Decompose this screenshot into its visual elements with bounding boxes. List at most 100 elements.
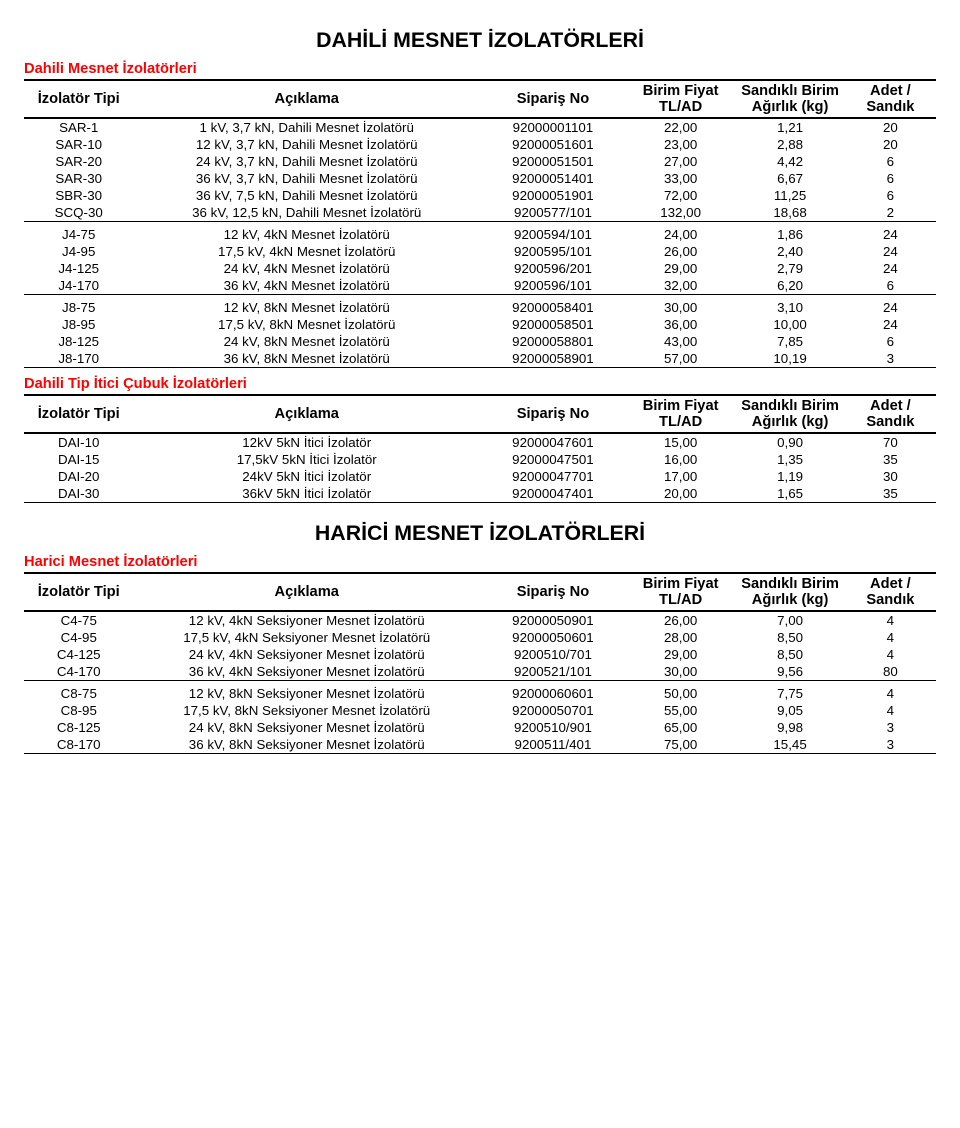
cell-qty: 6 — [845, 187, 936, 204]
cell-order: 92000058801 — [480, 333, 626, 350]
cell-desc: 36 kV, 8kN Seksiyoner Mesnet İzolatörü — [133, 736, 480, 754]
cell-price: 29,00 — [626, 260, 735, 277]
cell-desc: 36 kV, 12,5 kN, Dahili Mesnet İzolatörü — [133, 204, 480, 222]
cell-weight: 2,40 — [735, 243, 844, 260]
cell-qty: 6 — [845, 153, 936, 170]
cell-desc: 36 kV, 3,7 kN, Dahili Mesnet İzolatörü — [133, 170, 480, 187]
cell-weight: 1,21 — [735, 118, 844, 136]
cell-desc: 12 kV, 4kN Mesnet İzolatörü — [133, 226, 480, 243]
cell-order: 92000001101 — [480, 118, 626, 136]
cell-price: 65,00 — [626, 719, 735, 736]
header-qty: Adet / Sandık — [845, 80, 936, 118]
section-heading: Harici Mesnet İzolatörleri — [24, 554, 936, 570]
data-table: İzolatör TipiAçıklamaSipariş NoBirim Fiy… — [24, 79, 936, 222]
cell-type: SCQ-30 — [24, 204, 133, 222]
cell-order: 9200511/401 — [480, 736, 626, 754]
cell-order: 92000047401 — [480, 485, 626, 503]
header-desc: Açıklama — [133, 573, 480, 611]
cell-desc: 24 kV, 8kN Seksiyoner Mesnet İzolatörü — [133, 719, 480, 736]
table-body: C4-7512 kV, 4kN Seksiyoner Mesnet İzolat… — [24, 611, 936, 681]
header-price: Birim Fiyat TL/AD — [626, 80, 735, 118]
cell-qty: 24 — [845, 316, 936, 333]
cell-type: J8-125 — [24, 333, 133, 350]
cell-price: 32,00 — [626, 277, 735, 295]
table-row: SCQ-3036 kV, 12,5 kN, Dahili Mesnet İzol… — [24, 204, 936, 222]
cell-type: DAI-15 — [24, 451, 133, 468]
header-type: İzolatör Tipi — [24, 395, 133, 433]
cell-order: 92000051501 — [480, 153, 626, 170]
cell-desc: 17,5 kV, 4kN Mesnet İzolatörü — [133, 243, 480, 260]
cell-price: 26,00 — [626, 243, 735, 260]
table-body: J8-7512 kV, 8kN Mesnet İzolatörü92000058… — [24, 299, 936, 368]
header-type: İzolatör Tipi — [24, 80, 133, 118]
cell-weight: 15,45 — [735, 736, 844, 754]
table-row: C8-17036 kV, 8kN Seksiyoner Mesnet İzola… — [24, 736, 936, 754]
header-weight: Sandıklı Birim Ağırlık (kg) — [735, 395, 844, 433]
header-order: Sipariş No — [480, 395, 626, 433]
cell-order: 9200595/101 — [480, 243, 626, 260]
cell-type: DAI-20 — [24, 468, 133, 485]
table-row: DAI-1517,5kV 5kN İtici İzolatör920000475… — [24, 451, 936, 468]
cell-qty: 3 — [845, 736, 936, 754]
table-row: SAR-11 kV, 3,7 kN, Dahili Mesnet İzolatö… — [24, 118, 936, 136]
cell-order: 92000051901 — [480, 187, 626, 204]
cell-price: 28,00 — [626, 629, 735, 646]
cell-order: 92000058901 — [480, 350, 626, 368]
table-row: C4-17036 kV, 4kN Seksiyoner Mesnet İzola… — [24, 663, 936, 681]
cell-qty: 3 — [845, 719, 936, 736]
cell-weight: 9,98 — [735, 719, 844, 736]
cell-type: C8-125 — [24, 719, 133, 736]
cell-desc: 36kV 5kN İtici İzolatör — [133, 485, 480, 503]
cell-type: SAR-20 — [24, 153, 133, 170]
cell-weight: 6,67 — [735, 170, 844, 187]
cell-order: 92000047501 — [480, 451, 626, 468]
cell-qty: 4 — [845, 685, 936, 702]
table-body: C8-7512 kV, 8kN Seksiyoner Mesnet İzolat… — [24, 685, 936, 754]
cell-type: J8-75 — [24, 299, 133, 316]
cell-price: 55,00 — [626, 702, 735, 719]
cell-qty: 4 — [845, 611, 936, 629]
cell-price: 16,00 — [626, 451, 735, 468]
cell-qty: 70 — [845, 433, 936, 451]
cell-weight: 7,85 — [735, 333, 844, 350]
main-title-dahili: DAHİLİ MESNET İZOLATÖRLERİ — [24, 28, 936, 53]
cell-price: 20,00 — [626, 485, 735, 503]
table-row: J4-12524 kV, 4kN Mesnet İzolatörü9200596… — [24, 260, 936, 277]
cell-qty: 4 — [845, 629, 936, 646]
data-table: İzolatör TipiAçıklamaSipariş NoBirim Fiy… — [24, 572, 936, 681]
cell-weight: 2,88 — [735, 136, 844, 153]
table-row: J8-9517,5 kV, 8kN Mesnet İzolatörü920000… — [24, 316, 936, 333]
cell-order: 9200596/101 — [480, 277, 626, 295]
cell-qty: 20 — [845, 136, 936, 153]
cell-weight: 4,42 — [735, 153, 844, 170]
table-row: J4-17036 kV, 4kN Mesnet İzolatörü9200596… — [24, 277, 936, 295]
cell-qty: 4 — [845, 646, 936, 663]
cell-price: 26,00 — [626, 611, 735, 629]
cell-desc: 17,5 kV, 4kN Seksiyoner Mesnet İzolatörü — [133, 629, 480, 646]
table-header: İzolatör TipiAçıklamaSipariş NoBirim Fiy… — [24, 395, 936, 433]
cell-type: DAI-30 — [24, 485, 133, 503]
cell-qty: 30 — [845, 468, 936, 485]
cell-desc: 12 kV, 8kN Mesnet İzolatörü — [133, 299, 480, 316]
table-row: J8-17036 kV, 8kN Mesnet İzolatörü9200005… — [24, 350, 936, 368]
cell-weight: 0,90 — [735, 433, 844, 451]
data-table: J8-7512 kV, 8kN Mesnet İzolatörü92000058… — [24, 299, 936, 368]
cell-weight: 3,10 — [735, 299, 844, 316]
cell-order: 92000047601 — [480, 433, 626, 451]
cell-qty: 6 — [845, 277, 936, 295]
table-row: C8-9517,5 kV, 8kN Seksiyoner Mesnet İzol… — [24, 702, 936, 719]
data-table: C8-7512 kV, 8kN Seksiyoner Mesnet İzolat… — [24, 685, 936, 754]
header-row: İzolatör TipiAçıklamaSipariş NoBirim Fiy… — [24, 395, 936, 433]
cell-type: SBR-30 — [24, 187, 133, 204]
data-table: J4-7512 kV, 4kN Mesnet İzolatörü9200594/… — [24, 226, 936, 295]
cell-weight: 7,00 — [735, 611, 844, 629]
cell-order: 92000051601 — [480, 136, 626, 153]
cell-weight: 8,50 — [735, 646, 844, 663]
cell-weight: 1,35 — [735, 451, 844, 468]
header-row: İzolatör TipiAçıklamaSipariş NoBirim Fiy… — [24, 573, 936, 611]
cell-weight: 9,56 — [735, 663, 844, 681]
table-row: SBR-3036 kV, 7,5 kN, Dahili Mesnet İzola… — [24, 187, 936, 204]
cell-weight: 2,79 — [735, 260, 844, 277]
cell-type: SAR-1 — [24, 118, 133, 136]
header-qty: Adet / Sandık — [845, 573, 936, 611]
